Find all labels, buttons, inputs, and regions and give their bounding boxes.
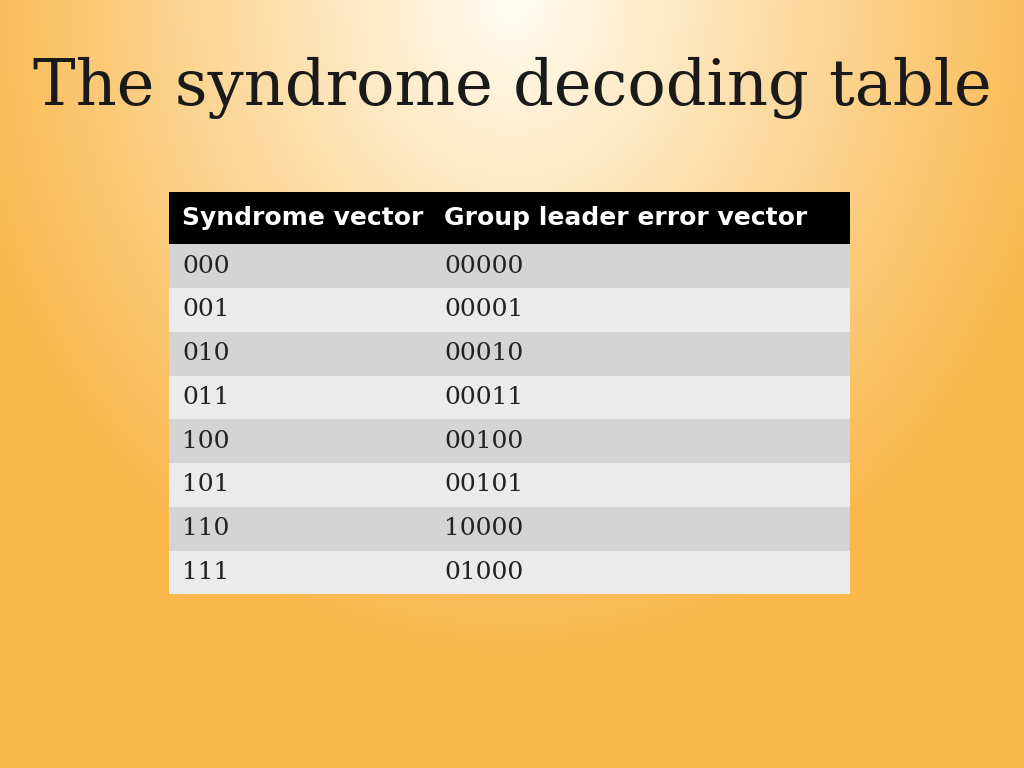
Text: 000: 000 — [182, 255, 230, 277]
Text: 010: 010 — [182, 343, 229, 365]
Text: 10000: 10000 — [444, 518, 523, 540]
Text: 111: 111 — [182, 561, 229, 584]
Bar — [169, 507, 850, 551]
Text: Group leader error vector: Group leader error vector — [444, 206, 808, 230]
Text: 00001: 00001 — [444, 299, 523, 321]
Bar — [169, 376, 850, 419]
Bar — [169, 551, 850, 594]
Text: 00101: 00101 — [444, 474, 523, 496]
Bar — [169, 463, 850, 507]
Text: 100: 100 — [182, 430, 229, 452]
Text: 110: 110 — [182, 518, 229, 540]
Text: 00000: 00000 — [444, 255, 524, 277]
Text: 01000: 01000 — [444, 561, 523, 584]
Bar — [169, 419, 850, 463]
Text: The syndrome decoding table: The syndrome decoding table — [33, 58, 991, 119]
Text: 101: 101 — [182, 474, 229, 496]
Text: Syndrome vector: Syndrome vector — [182, 206, 424, 230]
Text: 001: 001 — [182, 299, 229, 321]
Text: 00100: 00100 — [444, 430, 523, 452]
Bar — [169, 332, 850, 376]
Bar — [169, 192, 850, 244]
Bar — [169, 288, 850, 332]
Bar — [169, 244, 850, 288]
Text: 011: 011 — [182, 386, 229, 409]
Text: 00011: 00011 — [444, 386, 523, 409]
Text: 00010: 00010 — [444, 343, 523, 365]
